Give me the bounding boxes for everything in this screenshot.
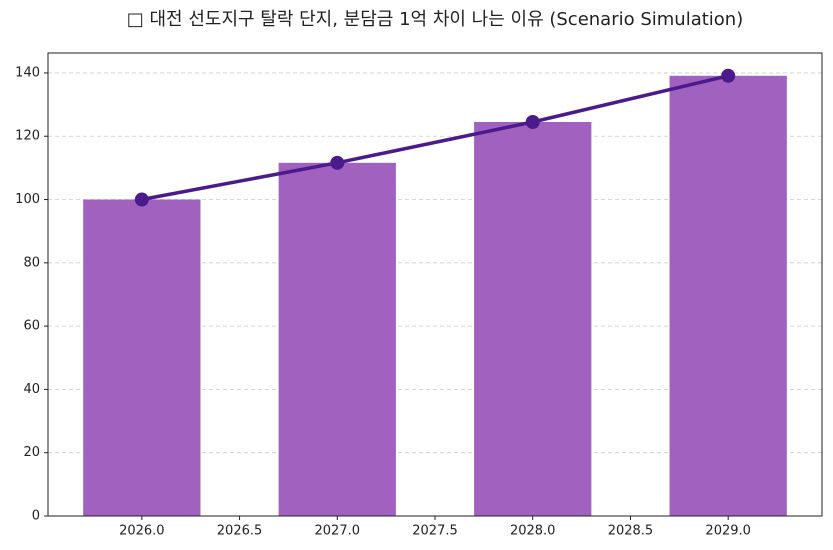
bar (83, 199, 201, 517)
y-tick-label: 120 (15, 129, 40, 144)
y-tick-label: 60 (23, 319, 40, 334)
y-tick-label: 0 (32, 509, 40, 524)
x-tick-label: 2028.5 (608, 524, 654, 539)
x-tick-label: 2029.0 (705, 524, 751, 539)
x-tick-label: 2028.0 (510, 524, 556, 539)
x-tick-label: 2026.0 (119, 524, 165, 539)
marker (721, 68, 736, 83)
marker (330, 155, 345, 170)
x-tick-label: 2026.5 (217, 524, 263, 539)
y-tick-label: 80 (23, 255, 40, 270)
bar (474, 121, 592, 516)
bar (669, 75, 787, 516)
x-tick-label: 2027.5 (412, 524, 458, 539)
marker (525, 114, 540, 129)
chart-title: □ 대전 선도지구 탈락 단지, 분담금 1억 차이 나는 이유 (Scenar… (127, 9, 744, 30)
y-tick-label: 140 (15, 65, 40, 80)
line (141, 74, 729, 202)
bar (278, 162, 396, 516)
y-tick-label: 40 (23, 382, 40, 397)
y-tick-label: 100 (15, 192, 40, 207)
x-tick-label: 2027.0 (315, 524, 361, 539)
plot-frame (47, 52, 823, 517)
y-tick-label: 20 (23, 445, 40, 460)
marker (134, 192, 149, 207)
